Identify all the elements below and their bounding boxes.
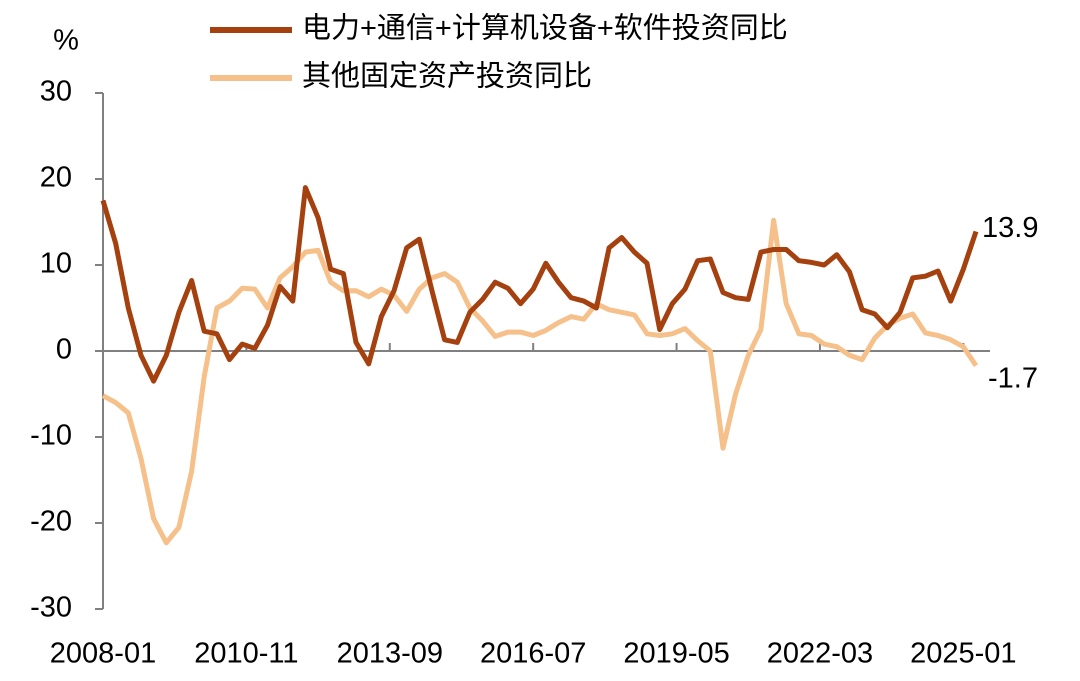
y-tick-label: -30 xyxy=(30,592,72,624)
x-tick-label: 2008-01 xyxy=(50,638,156,670)
x-tick-label: 2013-09 xyxy=(337,638,443,670)
end-value-label: 13.9 xyxy=(982,212,1038,244)
y-tick-label: 10 xyxy=(40,248,72,280)
x-tick-label: 2022-03 xyxy=(767,638,873,670)
series-line xyxy=(100,185,979,384)
x-tick-label: 2019-05 xyxy=(623,638,729,670)
legend-label: 电力+通信+计算机设备+软件投资同比 xyxy=(302,12,788,45)
x-tick-label: 2016-07 xyxy=(480,638,586,670)
y-tick-label: 30 xyxy=(40,76,72,108)
series-line xyxy=(101,217,979,546)
y-axis-label: % xyxy=(53,25,79,57)
x-tick-label: 2025-01 xyxy=(910,638,1016,670)
y-tick-label: -10 xyxy=(30,420,72,452)
x-tick-label: 2010-11 xyxy=(194,638,298,670)
y-tick-label: 0 xyxy=(56,334,72,366)
legend-label: 其他固定资产投资同比 xyxy=(302,60,592,93)
y-tick-label: -20 xyxy=(30,506,72,538)
end-value-label: -1.7 xyxy=(988,362,1038,394)
y-tick-label: 20 xyxy=(40,162,72,194)
